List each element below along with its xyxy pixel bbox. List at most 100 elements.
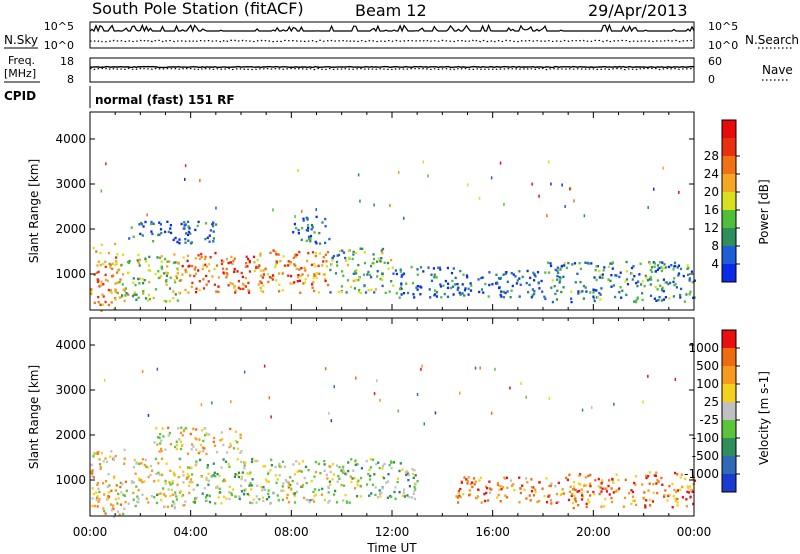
- power-cell: [184, 164, 187, 168]
- power-cell: [419, 266, 423, 269]
- velocity-cell: [156, 493, 159, 497]
- power-cell: [184, 268, 187, 272]
- power-cell: [97, 270, 100, 274]
- velocity-cell: [228, 497, 231, 501]
- power-cell: [530, 296, 533, 299]
- velocity-cell: [571, 501, 575, 505]
- power-cell: [551, 300, 554, 304]
- power-cell: [598, 291, 601, 295]
- power-cell: [138, 282, 141, 285]
- velocity-cell: [234, 495, 237, 498]
- power-cell: [394, 269, 397, 272]
- velocity-cell: [549, 499, 553, 502]
- power-cell: [120, 295, 123, 299]
- power-cell: [169, 227, 172, 230]
- velocity-cell: [149, 464, 152, 468]
- power-cell: [538, 287, 541, 290]
- velocity-cell: [262, 499, 265, 503]
- power-cell: [187, 291, 190, 294]
- velocity-cell: [314, 460, 317, 464]
- power-cell: [556, 266, 559, 269]
- velocity-cell: [256, 459, 259, 463]
- power-cell: [650, 278, 653, 281]
- power-cell: [174, 261, 177, 264]
- power-cell: [400, 282, 403, 285]
- power-cell: [144, 220, 147, 224]
- power-cell: [186, 233, 190, 237]
- velocity-cell: [479, 366, 481, 370]
- power-cell: [323, 273, 326, 276]
- velocity-cell: [92, 492, 95, 496]
- velocity-cell: [414, 482, 417, 486]
- velocity-cell: [501, 486, 505, 489]
- velocity-cell: [236, 447, 240, 450]
- velocity-cell: [102, 460, 105, 463]
- power-cell: [598, 276, 601, 279]
- power-cell: [538, 194, 540, 198]
- velocity-cell: [375, 463, 378, 466]
- power-cell: [635, 299, 638, 302]
- velocity-cell: [478, 479, 481, 482]
- power-cell: [573, 262, 577, 265]
- velocity-cell: [379, 398, 381, 402]
- power-cell: [595, 278, 598, 282]
- power-cell: [141, 277, 144, 281]
- power-cell: [307, 274, 310, 277]
- velocity-cell: [265, 498, 269, 501]
- velocity-cell: [583, 484, 586, 488]
- power-cell: [497, 277, 501, 280]
- power-cell: [462, 273, 465, 276]
- velocity-cell: [673, 488, 676, 492]
- power-cell: [478, 290, 481, 294]
- velocity-cell: [123, 462, 126, 465]
- power-cell: [373, 291, 376, 294]
- velocity-cell: [272, 492, 275, 495]
- velocity-cell: [157, 492, 160, 496]
- velocity-cell: [137, 488, 140, 492]
- power-cell: [214, 251, 217, 255]
- power-cell: [399, 270, 402, 273]
- velocity-cell: [237, 471, 241, 474]
- power-cell: [270, 276, 273, 279]
- velocity-cell: [671, 506, 674, 509]
- velocity-cell: [123, 507, 126, 511]
- power-cell: [297, 228, 300, 232]
- power-cell: [687, 273, 690, 277]
- power-cell: [510, 289, 513, 292]
- power-cell: [116, 271, 119, 274]
- velocity-cell: [465, 478, 468, 481]
- nave-tick-bottom: 0: [708, 73, 715, 86]
- power-cell: [646, 279, 649, 282]
- velocity-cell: [412, 476, 415, 480]
- velocity-cell: [343, 484, 346, 487]
- power-cell: [599, 293, 602, 296]
- velocity-cell: [206, 499, 209, 502]
- power-cell: [239, 287, 242, 291]
- power-cell: [647, 206, 649, 209]
- velocity-cell: [581, 408, 584, 412]
- velocity-cell: [173, 474, 177, 477]
- velocity-cell: [266, 472, 270, 476]
- power-cell: [277, 272, 281, 275]
- power-cell: [331, 256, 334, 259]
- velocity-cell: [159, 442, 162, 445]
- velocity-cell: [212, 462, 215, 465]
- power-cell: [359, 291, 362, 295]
- velocity-cell: [406, 472, 409, 475]
- velocity-cell: [106, 460, 109, 464]
- power-cell: [217, 285, 220, 288]
- power-cell: [444, 279, 447, 283]
- power-cell: [664, 266, 667, 269]
- velocity-cell: [168, 431, 171, 435]
- velocity-cell: [217, 496, 220, 499]
- power-cell: [571, 263, 574, 266]
- power-cell: [506, 280, 509, 283]
- power-y-tick-label: 3000: [55, 177, 86, 191]
- velocity-cell: [290, 487, 293, 490]
- velocity-cell: [119, 485, 122, 489]
- velocity-cell: [574, 488, 577, 492]
- velocity-cell: [232, 447, 236, 450]
- nsky-tick-bottom: 10^0: [44, 39, 74, 52]
- velocity-cell: [555, 492, 559, 496]
- power-cell: [317, 264, 320, 268]
